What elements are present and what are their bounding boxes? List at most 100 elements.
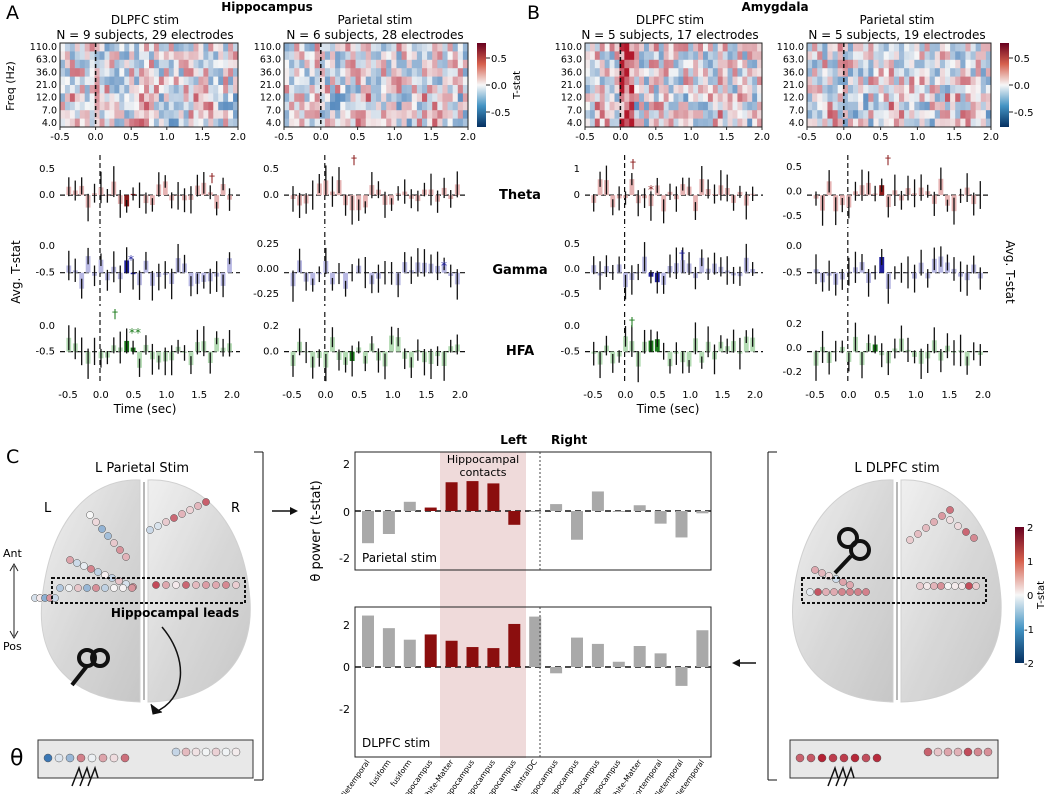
spec-cell [178,51,185,61]
spec-cell [173,85,180,94]
spec-cell [899,118,905,128]
spec-cell [965,59,972,69]
freq-tick: 110.0 [777,42,804,53]
spec-cell [653,68,660,78]
spec-cell [324,93,331,103]
spec-frame [283,42,469,128]
spec-cell [188,43,194,52]
theta-bar [362,511,374,544]
spec-cell [84,118,91,128]
spec-cell [832,118,839,128]
spec-cell [442,59,449,69]
band-xtick: 0.0 [841,390,857,401]
spec-cell [218,110,224,120]
spec-cell [899,59,905,69]
spec-cell [370,118,377,128]
spec-cell [396,51,403,61]
spec-cell [99,68,105,78]
spec-cell [919,110,926,120]
panel-c-colorbar [1015,527,1024,663]
spec-cell [614,68,620,78]
spec-cell [422,68,428,78]
spec-cell [89,118,96,128]
brain-right: L DLPFC stim 2 1 0 -1 -2 T-stat [789,461,1047,787]
spec-cell [914,93,920,103]
spec-cell [134,68,140,78]
spec-cell [817,43,823,52]
spec-cell [939,59,946,69]
spec-cell [888,93,895,103]
spec-cell [673,118,679,128]
theta-bar [529,616,542,667]
spec-cell [717,43,724,52]
spec-cell [589,43,596,52]
spec-cell [422,59,428,69]
spec-cell [109,68,115,78]
spec-cell [924,118,931,128]
spec-cell [658,59,665,69]
electrode [54,753,64,763]
spec-cell [837,93,844,103]
spec-cell [330,85,336,94]
spec-cell [707,110,714,120]
spec-cell [168,93,175,103]
spec-cell [119,118,125,128]
spec-cell [827,93,834,103]
spec-cell [614,59,620,69]
spec-cell [893,118,900,128]
spec-cell [64,85,71,94]
spec-cell [447,68,454,78]
spec-cell [960,76,966,86]
spec-cell [712,76,719,86]
spec-cell [688,51,694,61]
band-plot-C2: 0.50.0-0.5 [560,232,763,306]
band-label-gamma: Gamma [492,263,547,278]
spec-cell [391,43,397,52]
spec-cell [752,76,758,86]
spec-cell [223,85,229,94]
spec-subtitle-1: N = 9 subjects, 29 electrodes [56,28,233,42]
spec-cell [873,85,880,94]
spec-cell [837,68,844,78]
spec-cell [985,101,992,111]
spec-cell [980,93,987,103]
spec-cell [119,59,125,69]
spec-cell [218,118,224,128]
spec-cell [335,59,341,69]
spec-cell [585,101,591,111]
spec-cell [391,110,397,120]
spec-cell [457,101,464,111]
spec-cell [757,51,763,61]
spec-cell [975,68,982,78]
spec-cell [178,110,185,120]
spec-cell [644,43,650,52]
spec-cell [406,51,413,61]
band-xtick: -0.5 [58,390,78,401]
spec-cell [330,93,336,103]
spec-cell [335,118,341,128]
spec-cell [609,110,615,120]
spec-cell [609,85,615,94]
band-ytick: 0.5 [263,164,279,175]
pos-label: Pos [3,640,22,653]
spec-cell [406,76,413,86]
spec-cell [442,101,449,111]
spec-cell [663,43,670,52]
spec-cell [304,59,311,69]
spec-cell [712,43,719,52]
spec-cell [452,118,459,128]
spec-cell [653,59,660,69]
spec-cell [732,68,738,78]
spec-cell [381,85,387,94]
electrode [839,753,849,763]
spec-cell [104,110,110,120]
spec-cell [178,43,185,52]
band-ytick: 0.0 [39,241,55,252]
spectrogram-1: 110.063.036.021.012.07.04.0-0.5 0.0 0.5 1.0… [30,42,246,143]
spec-cell [837,85,844,94]
electrode [74,584,82,592]
spec-cell [712,110,719,120]
spec-cell [129,59,135,69]
spec-cell [693,110,699,120]
theta-power-ylabel: θ power (t-stat) [309,480,324,581]
